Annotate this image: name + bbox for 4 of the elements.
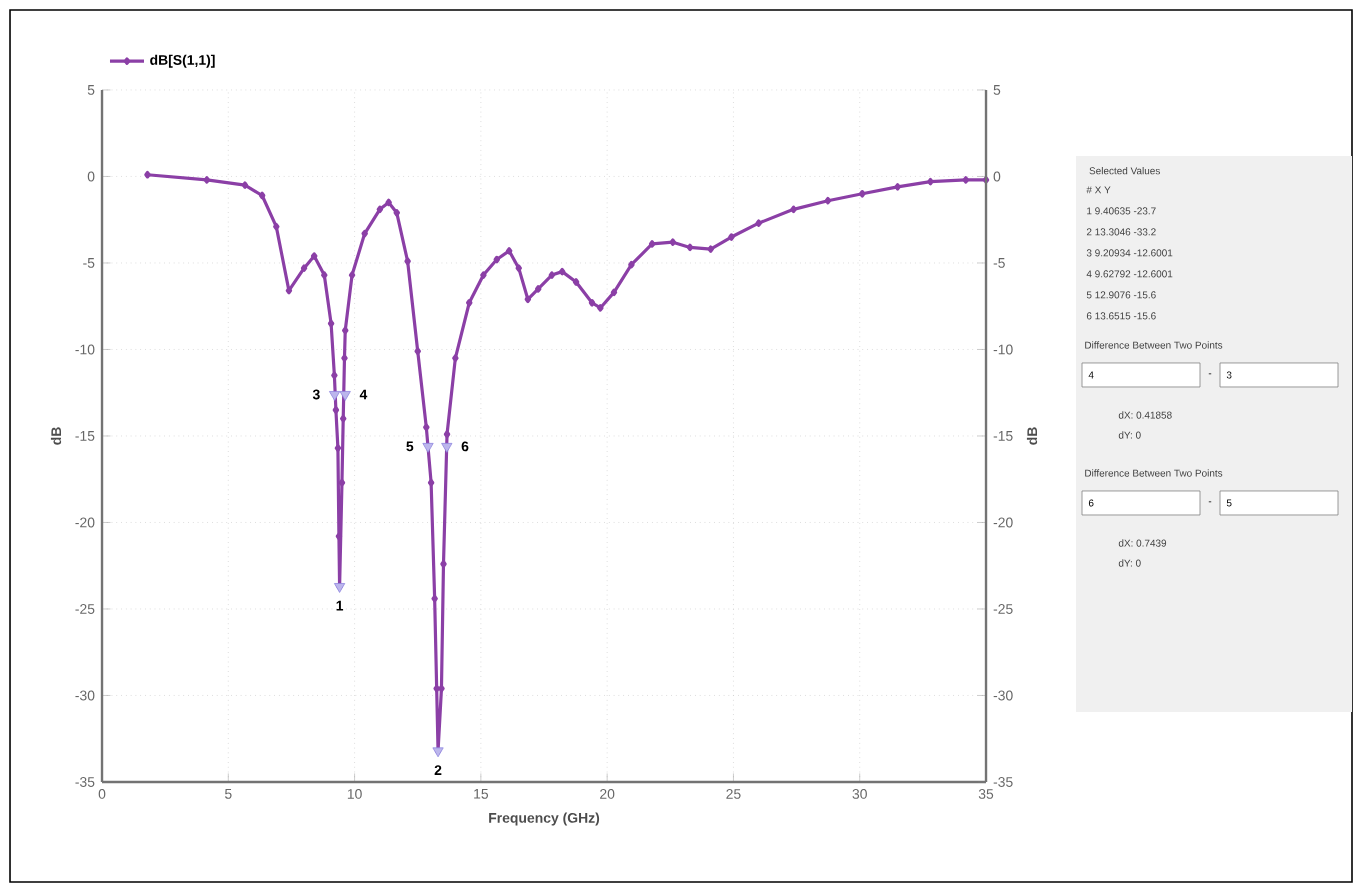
point [329,391,341,401]
point [441,442,453,453]
point [422,442,434,453]
point [339,391,351,401]
